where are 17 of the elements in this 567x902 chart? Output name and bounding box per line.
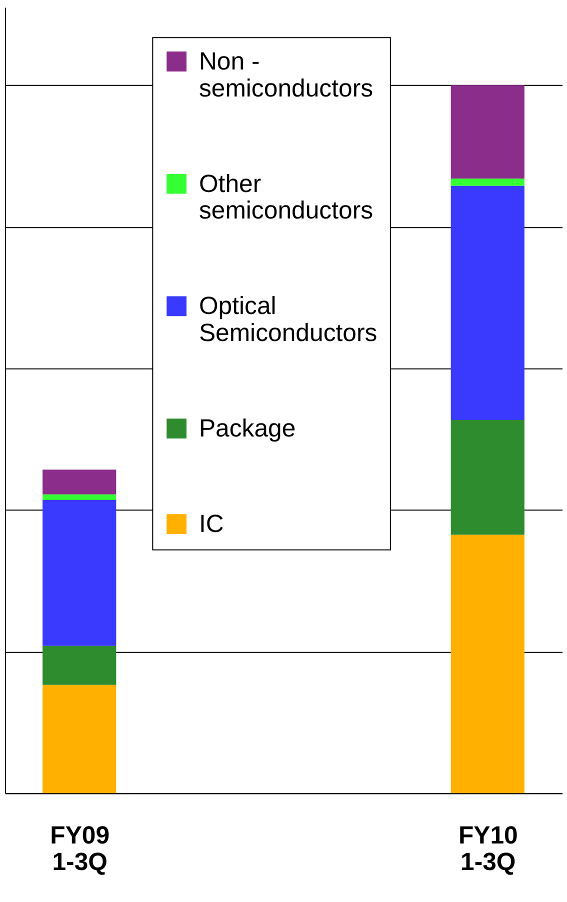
- bar: [42, 500, 116, 646]
- bar: [450, 420, 524, 535]
- bar: [42, 470, 116, 494]
- legend-label: Package: [198, 414, 296, 443]
- bar: [450, 534, 524, 794]
- bar: [42, 494, 116, 500]
- x-tick-label: FY09 1-3Q: [50, 821, 110, 876]
- legend-label: IC: [198, 510, 224, 538]
- legend-label: Other semiconductors: [198, 170, 374, 225]
- x-tick-label: FY10 1-3Q: [458, 821, 518, 876]
- bar: [450, 186, 524, 420]
- legend-label: Optical Semiconductors: [198, 292, 378, 348]
- bar: [42, 646, 116, 685]
- bar: [450, 85, 524, 179]
- bar: [42, 684, 116, 794]
- bar: [450, 178, 524, 186]
- legend-label: Non - semiconductors: [198, 47, 374, 102]
